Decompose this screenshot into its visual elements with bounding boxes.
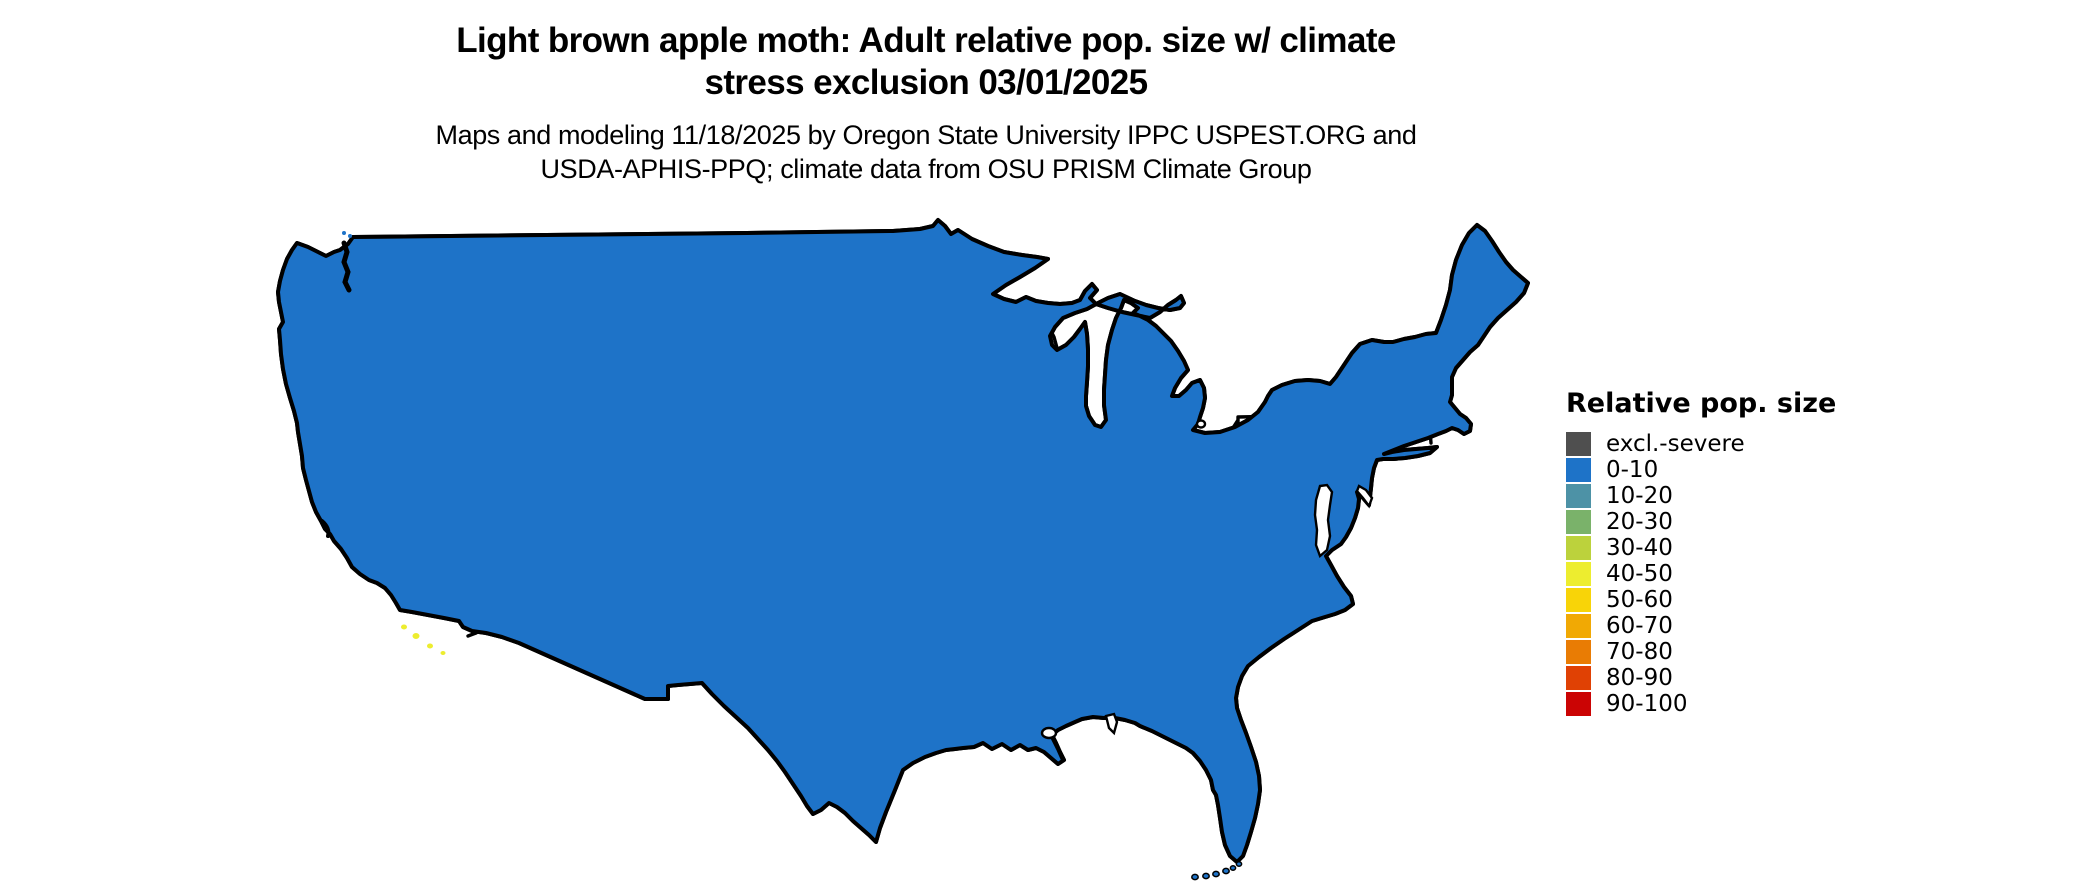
- legend-item: 20-30: [1566, 509, 1836, 535]
- legend-swatch: [1566, 666, 1591, 690]
- san-francisco-bay: [320, 519, 331, 538]
- legend-item-label: 10-20: [1606, 483, 1673, 509]
- legend-swatch: [1566, 614, 1591, 638]
- map-title-line2: stress exclusion 03/01/2025: [704, 63, 1148, 102]
- legend-item-label: 60-70: [1606, 613, 1673, 639]
- legend-item: 10-20: [1566, 483, 1836, 509]
- legend-item: 70-80: [1566, 639, 1836, 665]
- legend-swatch: [1566, 562, 1591, 586]
- map-subtitle-line2: USDA-APHIS-PPQ; climate data from OSU PR…: [540, 154, 1312, 184]
- header: Light brown apple moth: Adult relative p…: [0, 0, 1852, 186]
- legend-items: excl.-severe 0-10 10-20 20-30 30-40 40-50 50-6…: [1566, 431, 1836, 717]
- legend-item-label: 20-30: [1606, 509, 1673, 535]
- legend-item-label: 90-100: [1606, 691, 1688, 717]
- legend-item-label: 50-60: [1606, 587, 1673, 613]
- legend-item: 50-60: [1566, 587, 1836, 613]
- legend-swatch: [1566, 484, 1591, 508]
- puget-sound: [341, 240, 352, 293]
- legend-item: excl.-severe: [1566, 431, 1836, 457]
- chesapeake-bay: [1313, 483, 1334, 559]
- legend-item-label: 80-90: [1606, 665, 1673, 691]
- mobile-bay: [1104, 712, 1119, 736]
- legend-swatch: [1566, 640, 1591, 664]
- legend: Relative pop. size excl.-severe 0-10 10-20…: [1566, 388, 1836, 717]
- legend-item: 30-40: [1566, 535, 1836, 561]
- water-details: [320, 240, 1374, 761]
- legend-swatch: [1566, 536, 1591, 560]
- legend-swatch: [1566, 588, 1591, 612]
- map-title-line1: Light brown apple moth: Adult relative p…: [456, 21, 1396, 60]
- legend-item-label: excl.-severe: [1606, 431, 1745, 457]
- map-subtitle: Maps and modeling 11/18/2025 by Oregon S…: [0, 118, 1852, 186]
- legend-item: 80-90: [1566, 665, 1836, 691]
- delaware-bay: [1355, 484, 1374, 509]
- legend-swatch: [1566, 510, 1591, 534]
- mississippi-delta-channels: [1050, 736, 1064, 761]
- lake-st-clair: [1195, 419, 1207, 429]
- lake-pontchartrain: [1040, 726, 1058, 740]
- map-subtitle-line1: Maps and modeling 11/18/2025 by Oregon S…: [435, 120, 1417, 150]
- legend-item-label: 40-50: [1606, 561, 1673, 587]
- legend-item: 90-100: [1566, 691, 1836, 717]
- legend-item: 40-50: [1566, 561, 1836, 587]
- channel-islands: [401, 624, 446, 655]
- legend-item: 0-10: [1566, 457, 1836, 483]
- legend-item-label: 30-40: [1606, 535, 1673, 561]
- legend-title: Relative pop. size: [1566, 388, 1837, 419]
- legend-swatch: [1566, 458, 1591, 482]
- coastline-outline: [276, 218, 1530, 864]
- legend-swatch: [1566, 432, 1591, 456]
- florida-keys: [1191, 861, 1243, 881]
- legend-item-label: 0-10: [1606, 457, 1659, 483]
- islands: [342, 231, 1243, 881]
- san-juan-islands: [342, 231, 352, 238]
- legend-item-label: 70-80: [1606, 639, 1673, 665]
- map-title: Light brown apple moth: Adult relative p…: [0, 20, 1852, 104]
- legend-swatch: [1566, 692, 1591, 716]
- legend-item: 60-70: [1566, 613, 1836, 639]
